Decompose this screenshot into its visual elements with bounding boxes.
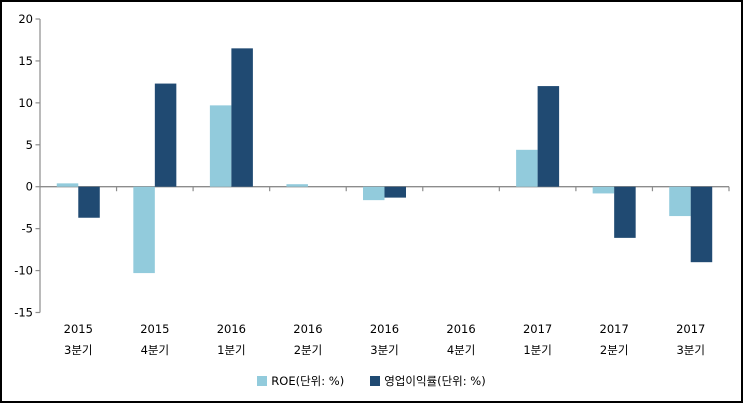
operating-margin-bar <box>78 186 100 218</box>
legend-item-roe: ROE(단위: %) <box>257 373 344 389</box>
operating-margin-bar <box>690 186 713 263</box>
operating-margin-bar <box>537 86 560 187</box>
legend-label-roe: ROE(단위: %) <box>271 374 345 388</box>
legend-label-operating-margin: 영업이익률(단위: %) <box>384 374 486 388</box>
x-axis-category-label: 2016 4분기 <box>446 322 475 357</box>
x-axis-category-label: 2015 3분기 <box>64 322 93 357</box>
y-axis-tick-label: -5 <box>22 222 33 236</box>
y-axis-tick-label: 15 <box>18 54 33 68</box>
roe-bar <box>669 186 691 217</box>
roe-bar <box>133 186 155 274</box>
y-axis-tick-label: 10 <box>18 96 33 110</box>
x-axis-category-label: 2016 3분기 <box>370 322 399 357</box>
roe-bar <box>592 186 615 194</box>
legend-item-operating-margin: 영업이익률(단위: %) <box>370 373 486 389</box>
y-axis-tick-label: 20 <box>18 12 33 26</box>
x-axis-category-label: 2016 1분기 <box>217 322 246 357</box>
y-axis-tick-label: 0 <box>26 180 33 194</box>
x-axis-category-label: 2017 2분기 <box>600 322 629 357</box>
legend-swatch-operating-margin <box>370 376 381 386</box>
legend: ROE(단위: %) 영업이익률(단위: %) <box>2 373 741 389</box>
operating-margin-bar <box>154 83 177 187</box>
operating-margin-bar <box>384 186 406 198</box>
operating-margin-bar <box>231 48 253 187</box>
y-axis-tick-label: 5 <box>26 138 33 152</box>
roe-bar <box>286 184 308 187</box>
operating-margin-bar <box>614 186 636 238</box>
roe-bar <box>209 105 232 187</box>
y-axis-tick-label: -10 <box>14 264 33 278</box>
y-axis-tick-label: -15 <box>14 306 33 320</box>
x-axis-category-label: 2017 3분기 <box>676 322 705 357</box>
roe-bar <box>56 183 79 187</box>
roe-bar <box>363 186 385 201</box>
x-axis-category-label: 2016 2분기 <box>293 322 322 357</box>
roe-bar <box>516 149 538 187</box>
legend-swatch-roe <box>257 376 268 386</box>
x-axis-category-label: 2015 4분기 <box>140 322 169 357</box>
x-axis-category-label: 2017 1분기 <box>523 322 552 357</box>
